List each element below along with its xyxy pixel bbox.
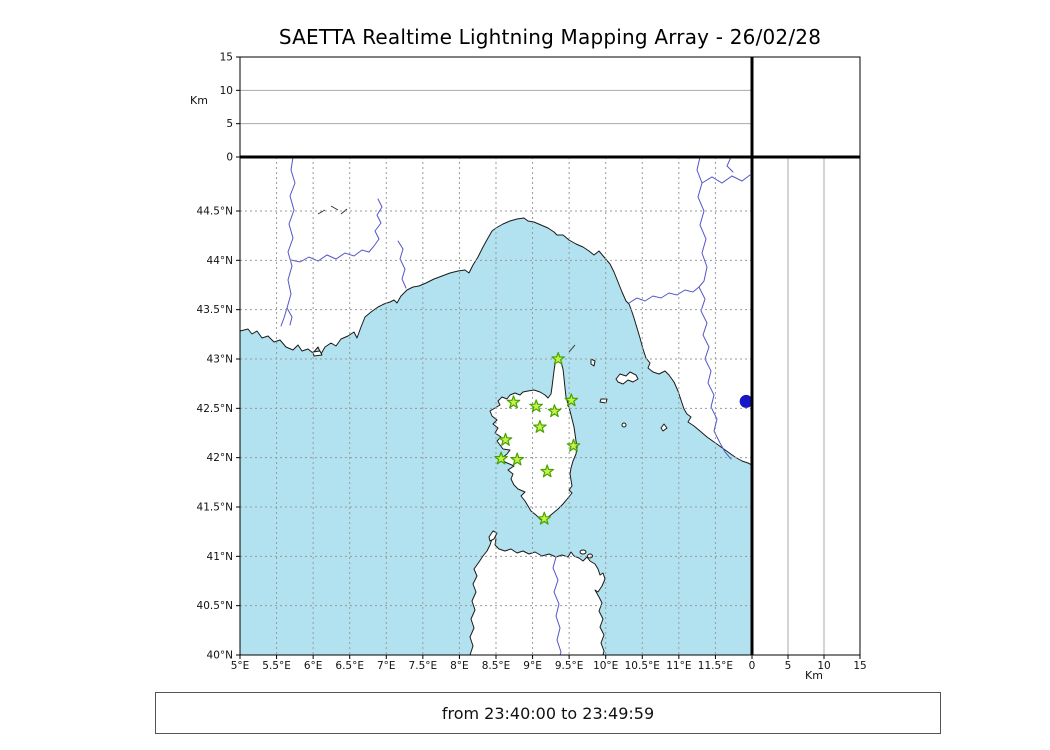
lon-tick-label: 7.5°E [409,660,438,672]
river-branch-ne [701,174,751,184]
river-arno [628,286,700,304]
lma-station-marker [537,511,552,525]
river-durance [290,198,383,263]
lon-tick-label: 11°E [666,660,691,672]
alt-tick-label-right: 0 [749,660,756,672]
lon-tick-label: 5.5°E [262,660,291,672]
axis-ticks: 5°E 5.5°E 6°E 6.5°E 7°E 7.5°E 8°E 8.5°E 9°E 9.5°E… [197,52,867,673]
lma-station-marker [510,452,525,466]
map-markers [494,351,752,525]
lon-tick-label: 6°E [304,660,323,672]
lma-station-marker [529,399,544,413]
lat-tick-label: 41°N [207,551,233,563]
river-rhone [280,157,296,327]
lon-tick-label: 6.5°E [335,660,364,672]
map-gridlines [240,157,752,655]
lma-station-marker [551,351,565,365]
lma-station-marker [494,451,508,465]
alt-tick-label-left: 15 [220,52,233,64]
altitude-unit-label-top: Km [190,94,208,107]
river-tiber-upper [696,157,708,288]
island-montecristo [621,422,627,428]
time-range-box: from 23:40:00 to 23:49:59 [155,692,941,734]
river-coghinas [552,556,562,655]
lightning-event-dot [739,394,752,408]
lat-tick-label: 41.5°N [197,501,233,513]
island-giglio [660,423,668,432]
alps-relief-marks [317,205,348,215]
alt-tick-label-left: 0 [226,152,233,164]
altitude-lon-panel-frame [239,56,753,158]
lon-tick-label: 8.5°E [482,660,511,672]
lat-tick-label: 43.5°N [197,304,233,316]
lat-tick-label: 40°N [207,650,233,662]
lma-station-marker [506,395,521,409]
island-asinara [488,530,498,542]
islet-mark [568,344,576,353]
coastline-mainland [240,157,752,466]
river-branch-top [726,157,734,173]
altitude-panel-gridlines [240,89,825,655]
island-maddalena [579,549,587,555]
lon-tick-label: 8°E [450,660,469,672]
alt-tick-label-right: 10 [817,660,830,672]
river-tiber-lower [698,286,732,460]
lma-station-marker [533,420,547,433]
lon-tick-label: 10°E [593,660,618,672]
alt-tick-label-left: 10 [220,85,233,97]
lma-station-marker [498,432,513,446]
lat-tick-label: 43°N [207,353,233,365]
lon-tick-label: 11.5°E [698,660,733,672]
sardinia-landmass [469,533,606,655]
lat-tick-label: 40.5°N [197,600,233,612]
lon-tick-label: 10.5°E [625,660,660,672]
lma-station-marker [547,404,562,418]
alt-tick-label-left: 5 [226,118,233,130]
map-panel [240,157,752,655]
lon-tick-label: 5°E [231,660,250,672]
lat-tick-label: 44°N [207,255,233,267]
alt-tick-label-right: 15 [853,660,866,672]
alt-tick-label-right: 5 [785,660,792,672]
lat-tick-label: 42°N [207,452,233,464]
lma-station-marker [564,393,579,407]
corner-panel-frame [751,56,861,158]
lma-station-marker [566,438,581,452]
river-var [397,240,407,289]
island-porquerolles [312,350,323,357]
page-title: SAETTA Realtime Lightning Mapping Array … [278,25,822,49]
island-capraia [590,358,596,367]
lat-tick-label: 42.5°N [197,403,233,415]
lon-tick-label: 9.5°E [555,660,584,672]
lon-tick-label: 9°E [523,660,542,672]
lat-tick-label: 44.5°N [197,205,233,217]
altitude-lat-panel-frame [751,156,861,656]
altitude-unit-label-right: Km [805,669,823,682]
lma-station-marker [540,464,555,478]
time-range-text: from 23:40:00 to 23:49:59 [441,703,655,723]
island-elba [615,371,639,385]
lon-tick-label: 7°E [377,660,396,672]
river-rhone-delta [286,307,293,326]
panel-frames [239,56,861,656]
